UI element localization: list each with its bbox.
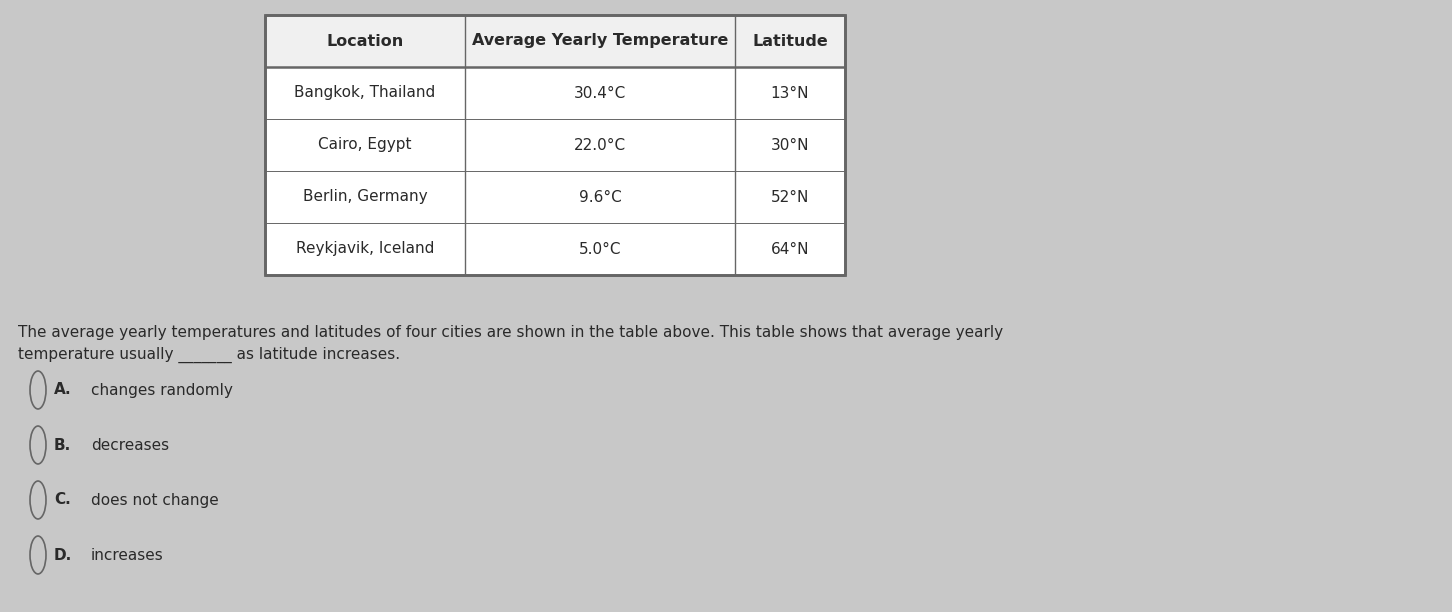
Text: B.: B.	[54, 438, 71, 452]
Text: 64°N: 64°N	[771, 242, 809, 256]
Text: temperature usually _______ as latitude increases.: temperature usually _______ as latitude …	[17, 347, 401, 363]
Text: A.: A.	[54, 382, 71, 398]
Text: 52°N: 52°N	[771, 190, 809, 204]
Text: increases: increases	[91, 548, 164, 562]
Bar	[266, 15, 845, 275]
Bar	[266, 15, 845, 275]
Text: Berlin, Germany: Berlin, Germany	[302, 190, 427, 204]
Text: 13°N: 13°N	[771, 86, 809, 100]
Text: The average yearly temperatures and latitudes of four cities are shown in the ta: The average yearly temperatures and lati…	[17, 325, 1003, 340]
Text: 30.4°C: 30.4°C	[574, 86, 626, 100]
Text: Bangkok, Thailand: Bangkok, Thailand	[295, 86, 436, 100]
Text: 22.0°C: 22.0°C	[574, 138, 626, 152]
Text: D.: D.	[54, 548, 73, 562]
Text: C.: C.	[54, 493, 71, 507]
Text: Latitude: Latitude	[752, 34, 828, 48]
Text: Average Yearly Temperature: Average Yearly Temperature	[472, 34, 729, 48]
Text: 9.6°C: 9.6°C	[579, 190, 621, 204]
Text: changes randomly: changes randomly	[91, 382, 232, 398]
Text: 5.0°C: 5.0°C	[579, 242, 621, 256]
Text: Reykjavik, Iceland: Reykjavik, Iceland	[296, 242, 434, 256]
Text: 30°N: 30°N	[771, 138, 809, 152]
Bar	[266, 15, 845, 67]
Text: does not change: does not change	[91, 493, 219, 507]
Text: decreases: decreases	[91, 438, 168, 452]
Text: Location: Location	[327, 34, 404, 48]
Text: Cairo, Egypt: Cairo, Egypt	[318, 138, 412, 152]
